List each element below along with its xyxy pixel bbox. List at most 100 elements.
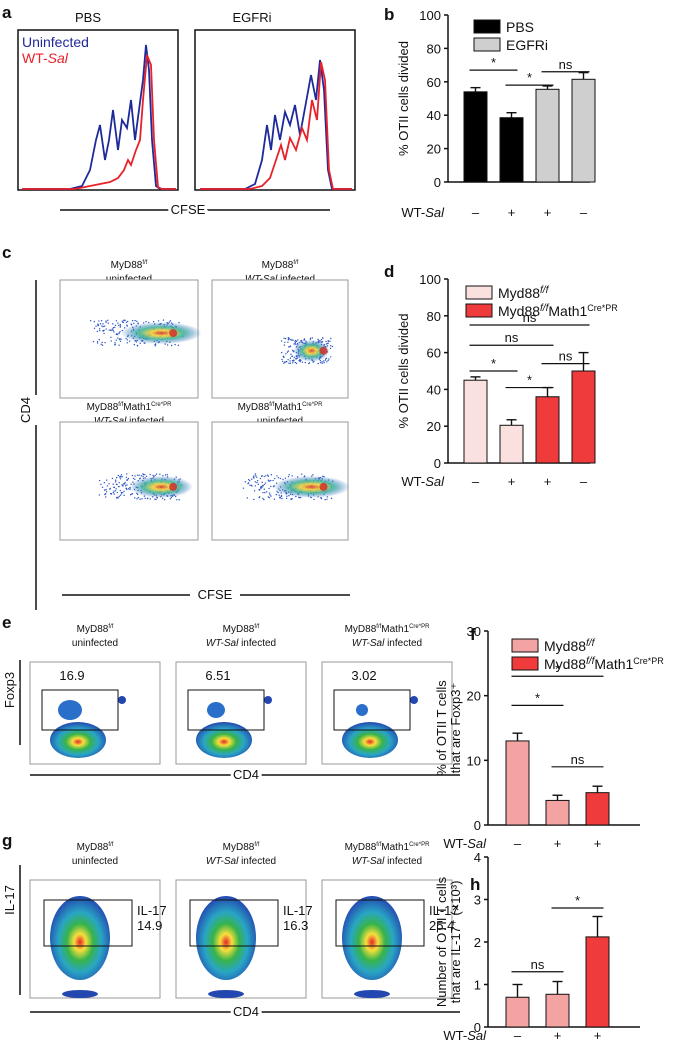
event-dot xyxy=(261,475,263,478)
event-dot xyxy=(258,489,261,491)
event-dot xyxy=(292,362,294,364)
density-core xyxy=(120,322,202,345)
event-dot xyxy=(123,483,126,485)
legend-swatch xyxy=(511,656,539,671)
event-dot xyxy=(128,340,131,342)
plot-title-line1: MyD88f/f xyxy=(77,624,114,635)
row-label-text: WT- xyxy=(443,836,467,851)
event-dot xyxy=(137,496,140,499)
event-dot xyxy=(115,476,118,479)
event-dot xyxy=(106,479,108,481)
event-dot xyxy=(288,337,290,340)
event-dot xyxy=(259,477,262,480)
density-baseline xyxy=(354,990,390,998)
legend-sup2: Cre*PR xyxy=(633,656,664,666)
event-dot xyxy=(123,490,125,493)
event-dot xyxy=(116,496,118,498)
plot-title-line1: MyD88f/fMath1Cre*PR xyxy=(87,402,173,413)
y-axis-label: CD4 xyxy=(18,397,33,423)
event-dot xyxy=(263,488,265,490)
row-label: WT-Sal xyxy=(401,474,445,489)
event-dot xyxy=(119,489,121,492)
density-core xyxy=(293,339,330,362)
x-category-label: + xyxy=(544,474,552,489)
event-dot xyxy=(291,349,294,352)
event-dot xyxy=(287,359,289,361)
event-dot xyxy=(117,337,119,339)
significance-label: * xyxy=(527,373,532,388)
genotype: MyD88 xyxy=(345,842,377,853)
event-dot xyxy=(330,497,333,500)
event-dot xyxy=(289,357,292,359)
bar-chart-b: b 0 20 40 60 80 100 % OTII cells divided – + + – WT-… xyxy=(384,5,596,220)
density-peak xyxy=(319,346,328,355)
x-category-label: + xyxy=(508,474,516,489)
density-blob xyxy=(196,896,256,980)
legend-name: EGFRi xyxy=(506,37,548,53)
event-dot xyxy=(98,329,101,332)
y-axis-label: Number of OTII T cells xyxy=(434,876,449,1007)
row-label: WT-Sal xyxy=(401,205,445,220)
event-dot xyxy=(120,474,123,476)
event-dot xyxy=(174,343,176,346)
density-plot: 16.9 xyxy=(29,661,161,765)
event-dot xyxy=(126,484,128,486)
genotype-sup: f/f xyxy=(108,624,113,630)
event-dot xyxy=(116,333,118,335)
event-dot xyxy=(163,498,166,501)
event-dot xyxy=(136,498,138,500)
event-dot xyxy=(136,320,138,323)
bar-chart-d: d 0 20 40 60 80 100 % OTII cells divided – + + – WT-… xyxy=(384,262,618,489)
event-dot xyxy=(164,474,167,476)
event-dot xyxy=(104,496,107,498)
event-dot xyxy=(98,320,100,322)
event-dot xyxy=(252,476,255,478)
legend-label: Myd88f/f xyxy=(498,285,550,301)
legend-name: Myd88 xyxy=(498,285,540,301)
event-dot xyxy=(279,477,282,480)
gate-box xyxy=(333,689,411,731)
event-dot xyxy=(291,355,293,358)
gate-label: IL-17 xyxy=(429,903,459,918)
genotype-sup: f/f xyxy=(254,624,259,630)
legend-swatch xyxy=(465,285,493,300)
plot-title-line2: WT-Sal infected xyxy=(352,856,422,867)
panel-label: e xyxy=(2,613,11,632)
legend-swatch xyxy=(473,19,501,34)
significance-label: ns xyxy=(523,310,537,325)
event-dot xyxy=(114,324,117,327)
event-dot xyxy=(161,497,164,500)
genotype: MyD88 xyxy=(87,402,119,413)
event-dot xyxy=(102,330,104,332)
condition-italic: WT-Sal xyxy=(352,856,385,867)
scatter-plot xyxy=(211,421,350,541)
significance-label: ns xyxy=(559,349,573,364)
event-dot xyxy=(273,498,276,500)
event-dot xyxy=(313,498,315,501)
bar xyxy=(545,993,570,1028)
y-axis-label: Foxp3 xyxy=(2,672,17,708)
gate-percentage: 14.9 xyxy=(137,918,162,933)
event-dot xyxy=(104,493,106,495)
histogram-frame-egfri xyxy=(194,29,356,191)
event-dot xyxy=(299,359,301,362)
event-dot xyxy=(125,476,128,479)
significance-label: * xyxy=(491,55,496,70)
histogram-uninfected-egfri xyxy=(200,59,352,190)
event-dot xyxy=(263,498,265,501)
event-dot xyxy=(114,490,117,492)
density-blob xyxy=(50,896,110,980)
plot-title-line2: uninfected xyxy=(72,638,118,649)
event-dot xyxy=(117,322,119,324)
event-dot xyxy=(134,319,136,322)
x-category-label: – xyxy=(514,836,522,851)
event-dot xyxy=(116,491,118,494)
event-dot xyxy=(96,340,99,343)
condition-italic: WT-Sal xyxy=(206,638,239,649)
gate-box xyxy=(187,689,265,731)
x-category-label: – xyxy=(580,205,588,220)
event-dot xyxy=(98,328,101,330)
event-dot xyxy=(268,487,270,490)
bar xyxy=(535,396,560,464)
x-category-label: – xyxy=(472,205,480,220)
